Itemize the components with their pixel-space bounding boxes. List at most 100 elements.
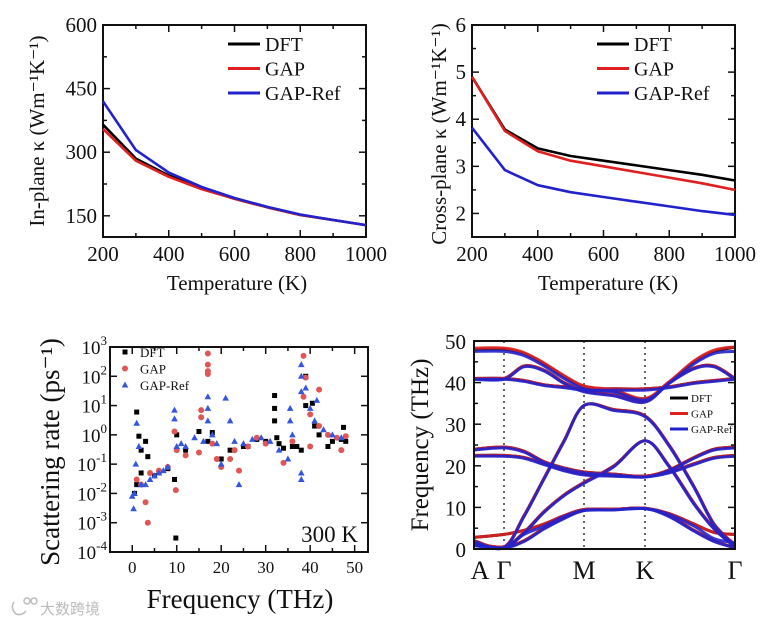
panel3-point-gap-ref	[217, 460, 225, 467]
panel3-point-dft	[205, 438, 211, 444]
panel3-point-gap-ref	[226, 417, 234, 424]
panel3-ytick-label: 103	[82, 333, 108, 359]
panel3-point-gap-ref	[306, 404, 314, 411]
panel3-point-gap-ref	[286, 417, 294, 424]
panel3-legend-marker	[121, 381, 129, 388]
panel1-xlabel: Temperature (K)	[167, 271, 307, 295]
panel2-xtick-label: 200	[456, 242, 488, 266]
panel1-series-gap-ref	[101, 100, 367, 227]
panel3-point-gap	[195, 449, 202, 456]
panel2-series-gap-ref	[470, 126, 736, 217]
panel3-point-gap	[316, 386, 323, 393]
panel4-band-gap-ref	[473, 364, 736, 405]
panel4-ytick-label: 20	[445, 455, 466, 479]
panel4-ytick-label: 0	[456, 538, 467, 562]
panel3-point-gap	[213, 455, 220, 462]
panel3-point-gap	[172, 487, 179, 494]
panel3-point-gap-ref	[213, 440, 221, 447]
panel3-point-gap-ref	[164, 463, 172, 470]
panel3-point-gap	[204, 350, 211, 357]
panel3-point-dft	[134, 482, 140, 488]
panel1-legend-label: GAP	[265, 59, 305, 81]
panel4-ytick-label: 40	[445, 372, 466, 396]
panel3-point-gap	[182, 452, 189, 459]
panel3-xlabel: Frequency (THz)	[147, 584, 334, 614]
panel4-ytick-label: 10	[445, 496, 466, 520]
tick-exponent: -1	[96, 450, 107, 465]
panel4-kpoint-label: K	[636, 556, 655, 585]
panel4-kpoint-label: Γ	[727, 556, 742, 585]
panel4-band-gap	[473, 345, 736, 401]
panel3-ylabel: Scattering rate (ps⁻¹)	[35, 338, 65, 566]
panel3-point-gap-ref	[286, 404, 294, 411]
watermark: 大数跨境	[40, 600, 100, 618]
panel3-point-gap	[147, 469, 154, 476]
panel3-point-gap-ref	[173, 443, 181, 450]
panel1-xtick-label: 600	[219, 242, 251, 266]
panel3-point-gap-ref	[204, 393, 212, 400]
panel3-point-dft	[172, 476, 177, 482]
panel3-point-dft	[329, 438, 335, 444]
panel1-xtick-label: 400	[153, 242, 185, 266]
panel3-point-gap-ref	[329, 431, 336, 438]
panel3-point-gap-ref	[130, 505, 137, 512]
panel3-point-dft	[309, 400, 315, 406]
panel3-point-gap	[227, 455, 234, 462]
panel3-ytick-label: 10-2	[77, 479, 107, 505]
panel3-point-dft	[312, 423, 318, 429]
panel3-point-dft	[218, 456, 224, 462]
panel3-point-gap	[342, 433, 349, 440]
panel3-point-dft	[143, 438, 149, 444]
panel3-point-gap	[204, 368, 211, 375]
panel3-point-gap-ref	[171, 406, 178, 413]
panel3-point-gap-ref	[222, 394, 229, 401]
panel3-point-gap-ref	[297, 361, 305, 368]
panel3-point-gap-ref	[151, 472, 158, 479]
panel3-point-gap	[236, 467, 242, 474]
panel4-ytick-label: 30	[445, 413, 466, 437]
panel3-ytick-label: 101	[82, 392, 108, 418]
panel3-annotation: 300 K	[301, 522, 358, 547]
panel3-ytick-label: 102	[82, 362, 108, 388]
panel3-xtick-label: 10	[168, 558, 185, 577]
panel3-point-gap-ref	[320, 426, 327, 433]
panel3-point-gap-ref	[204, 417, 212, 424]
panel1-xtick-label: 1000	[345, 242, 387, 266]
panel3-ytick-label: 10-3	[77, 509, 107, 535]
panel2-ytick-label: 4	[456, 107, 467, 131]
panel3-point-gap	[307, 443, 314, 450]
panel4-kpoint-label: M	[572, 556, 595, 585]
panel3-point-dft	[272, 393, 278, 399]
panel3-point-gap	[144, 519, 151, 526]
panel3-point-gap-ref	[142, 481, 149, 488]
panel3-point-gap-ref	[171, 415, 178, 422]
panel2-xtick-label: 400	[522, 242, 554, 266]
panel3-point-gap	[307, 411, 314, 418]
tick-exponent: 3	[101, 333, 108, 348]
panel4-ylabel: Frequency (THz)	[407, 359, 434, 532]
panel3-point-dft	[272, 405, 278, 411]
panel3-point-gap-ref	[240, 440, 247, 447]
panel4-legend-label: DFT	[691, 393, 712, 405]
panel3-point-dft	[138, 470, 144, 476]
panel3-point-gap	[289, 438, 296, 445]
panel3-point-gap	[324, 431, 331, 438]
panel3-xtick-label: 20	[213, 558, 230, 577]
panel3-point-dft	[138, 447, 144, 453]
watermark-logo-icon	[11, 597, 38, 616]
panel3-ytick-label: 10-1	[77, 450, 107, 476]
tick-exponent: -2	[96, 479, 107, 494]
panel2-xlabel: Temperature (K)	[538, 271, 678, 295]
panel2-frame	[471, 24, 736, 238]
panel3-point-gap-ref	[135, 443, 143, 450]
panel4-legend-label: GAP	[691, 409, 713, 421]
panel3-point-gap-ref	[313, 396, 321, 403]
panel3-point-gap-ref	[137, 481, 145, 488]
panel3-point-dft	[276, 441, 282, 447]
panel3-point-gap-ref	[191, 434, 198, 441]
panel1-xtick-label: 800	[285, 242, 317, 266]
panel3-point-gap-ref	[297, 475, 305, 482]
panel3-point-dft	[298, 447, 304, 453]
panel4-legend-label: GAP-Ref	[691, 424, 733, 436]
panel3-point-dft	[272, 418, 278, 424]
